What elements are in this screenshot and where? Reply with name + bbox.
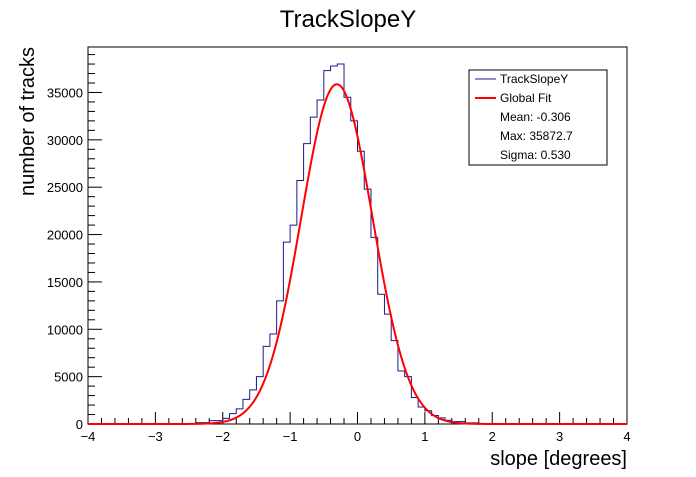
histogram-bin [358,151,365,424]
x-tick-label: −3 [148,429,163,444]
histogram-bin [411,397,418,424]
x-tick-label: −1 [283,429,298,444]
y-tick-label: 15000 [47,275,83,290]
y-tick-label: 10000 [47,322,83,337]
histogram-bin [371,237,378,424]
x-tick-label: 3 [556,429,563,444]
x-tick-label: 1 [421,429,428,444]
y-tick-label: 20000 [47,228,83,243]
y-tick-label: 5000 [54,370,83,385]
histogram-bin [351,121,358,424]
x-tick-label: 4 [623,429,630,444]
x-axis-label: slope [degrees] [490,448,627,470]
histogram-bin [324,71,331,424]
chart-title: TrackSlopeY [280,6,417,33]
histogram-bin [297,181,304,424]
histogram-bin [337,64,344,424]
legend-label-histogram: TrackSlopeY [500,72,568,86]
y-tick-label: 25000 [47,180,83,195]
y-tick-label: 35000 [47,85,83,100]
legend: TrackSlopeY Global Fit Mean: -0.306 Max:… [469,70,607,165]
histogram-bin [344,97,351,424]
histogram-bin [418,407,425,424]
y-axis-label: number of tracks [17,47,39,196]
legend-stat-mean: Mean: -0.306 [500,110,571,124]
histogram-bin [263,346,270,424]
y-tick-label: 0 [76,417,83,432]
histogram-bin [283,242,290,424]
y-tick-label: 30000 [47,133,83,148]
histogram-bin [391,341,398,424]
histogram-bin [398,371,405,424]
legend-label-fit: Global Fit [500,91,552,105]
histogram-bin [290,225,297,424]
histogram-bin [317,100,324,424]
x-tick-label: −2 [215,429,230,444]
histogram-bin [384,314,391,424]
histogram-bin [378,294,385,424]
x-tick-label: 2 [489,429,496,444]
histogram-bin [364,189,371,424]
x-tick-label: 0 [354,429,361,444]
histogram-bin [331,66,338,424]
legend-stat-sigma: Sigma: 0.530 [500,148,571,162]
legend-stat-max: Max: 35872.7 [500,129,573,143]
